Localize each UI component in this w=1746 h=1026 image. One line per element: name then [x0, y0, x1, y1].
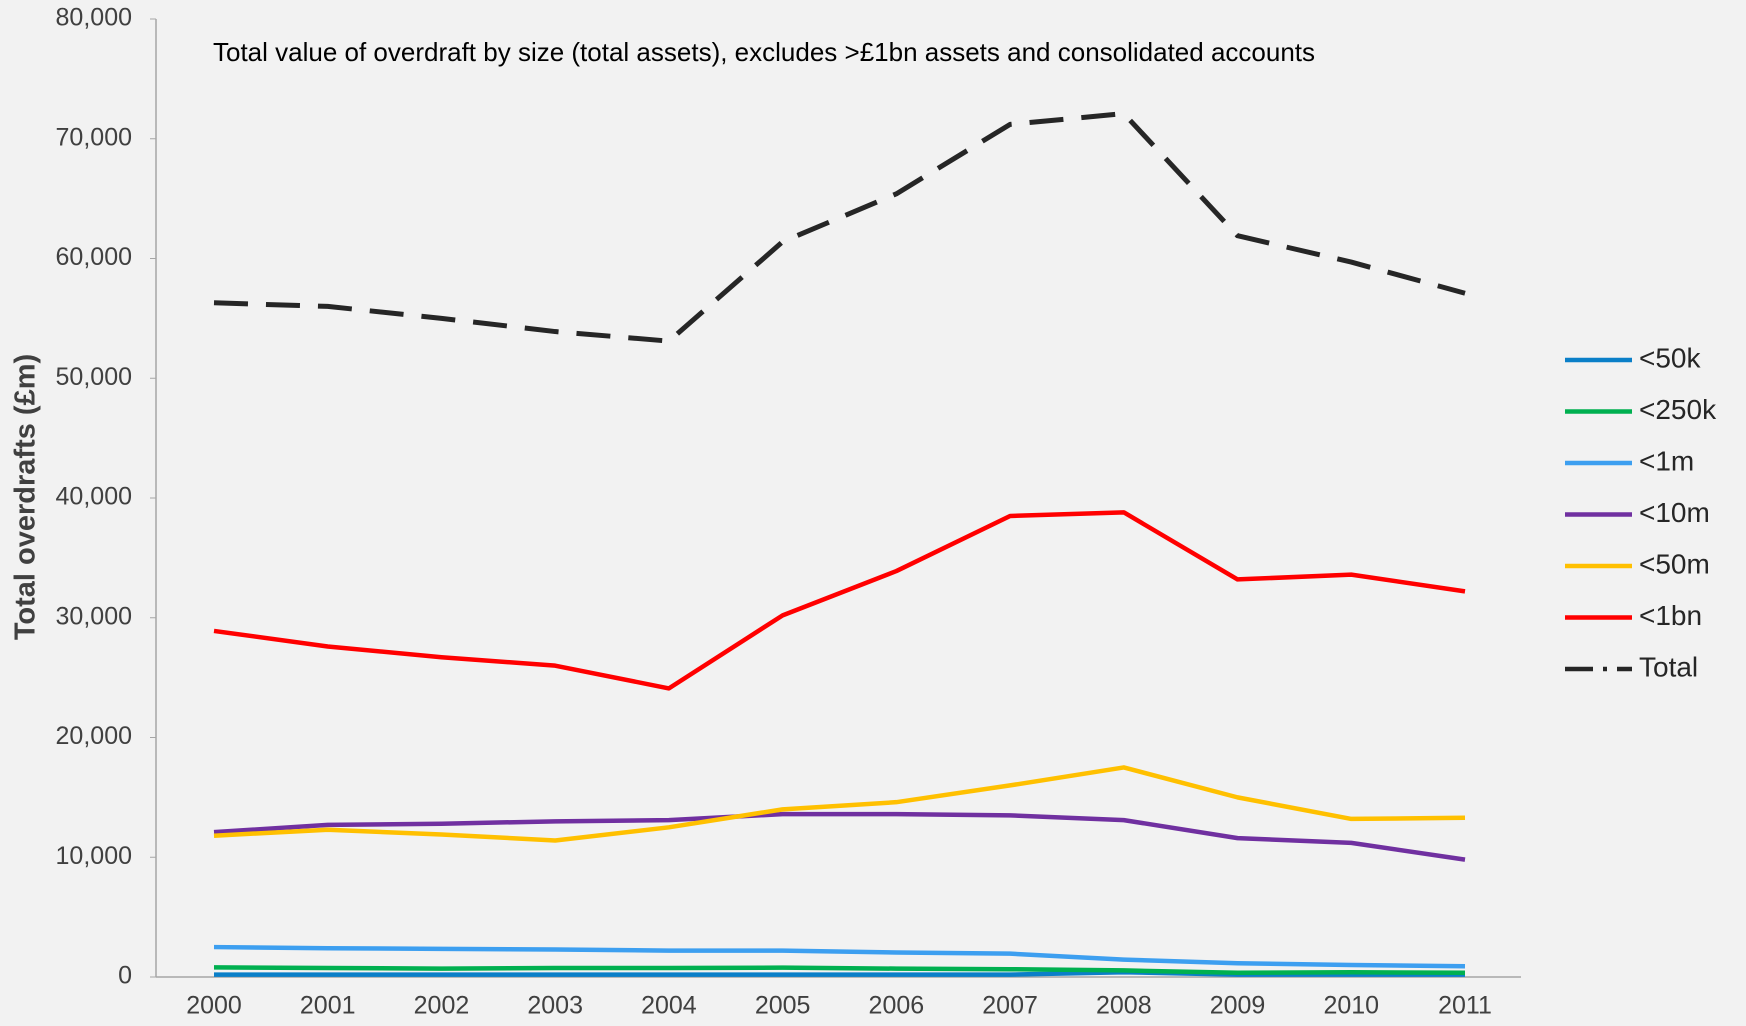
y-tick-label: 80,000: [56, 4, 132, 32]
y-tick-label: 30,000: [56, 602, 132, 630]
y-tick-label: 60,000: [56, 243, 132, 271]
x-tick-label: 2010: [1323, 992, 1379, 1020]
legend-label: <1m: [1639, 445, 1694, 476]
x-tick-label: 2008: [1096, 992, 1152, 1020]
legend-label: Total: [1639, 651, 1698, 682]
legend-label: <1bn: [1639, 600, 1702, 631]
x-tick-label: 2009: [1210, 992, 1266, 1020]
series-line: [213, 111, 1466, 344]
legend-label: <50m: [1639, 548, 1710, 579]
x-tick-label: 2005: [755, 992, 811, 1020]
x-tick-label: 2001: [300, 992, 356, 1020]
chart-title: Total value of overdraft by size (total …: [213, 37, 1315, 67]
x-tick-label: 2000: [186, 992, 242, 1020]
series-line: [213, 765, 1466, 843]
y-tick-label: 10,000: [56, 842, 132, 870]
x-tick-label: 2011: [1438, 992, 1492, 1020]
x-tick-label: 2003: [527, 992, 583, 1020]
x-tick-label: 2006: [869, 992, 925, 1020]
legend-label: <250k: [1639, 394, 1717, 425]
series-line: [213, 965, 1466, 976]
x-tick-label: 2004: [641, 992, 697, 1020]
y-tick-label: 20,000: [56, 722, 132, 750]
x-tick-label: 2007: [982, 992, 1038, 1020]
x-tick-label: 2002: [414, 992, 470, 1020]
series-line: [213, 811, 1466, 862]
legend-label: <50k: [1639, 342, 1701, 373]
y-tick-label: 70,000: [56, 123, 132, 151]
y-tick-label: 40,000: [56, 483, 132, 511]
legend-label: <10m: [1639, 497, 1710, 528]
y-tick-label: 0: [118, 962, 132, 990]
series-line: [213, 510, 1466, 691]
y-axis-label: Total overdrafts (£m): [10, 354, 42, 640]
y-tick-label: 50,000: [56, 363, 132, 391]
series-line: [213, 944, 1466, 969]
